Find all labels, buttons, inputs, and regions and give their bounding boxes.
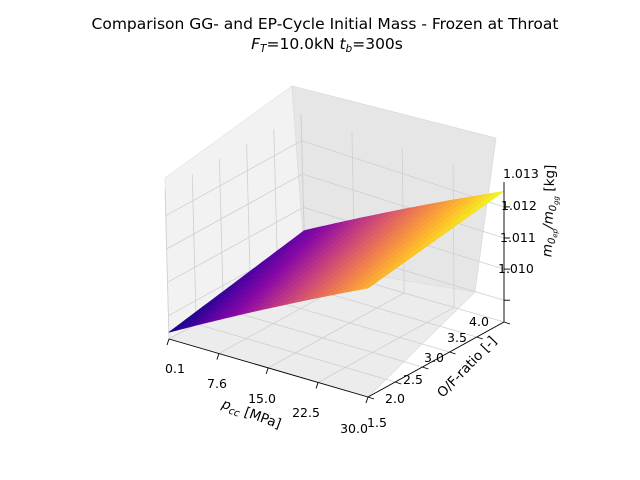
y-axis-line: [367, 321, 505, 398]
grid-line: [164, 188, 170, 340]
z-tick-label: 1.012: [501, 198, 537, 213]
grid-line: [219, 158, 224, 310]
x-tick-mark: [166, 338, 170, 346]
x-tick-label: 15.0: [248, 391, 276, 406]
grid-line: [301, 140, 505, 208]
z-axis-label-denominator: /m: [540, 211, 557, 230]
x-tick-mark: [265, 367, 269, 375]
grid-line: [166, 173, 303, 250]
surface: [168, 191, 505, 333]
grid-line: [246, 143, 251, 295]
y-tick-labels: 1.5 2.0 2.5 3.0 3.5 4.0: [367, 314, 489, 430]
z-axis-label-denominator-subscript: 0: [548, 205, 559, 212]
subtitle-thrust-value: =10.0kN: [266, 35, 339, 53]
subtitle-thrust-symbol: F: [251, 35, 261, 53]
x-axis-line: [168, 338, 369, 398]
subtitle-thrust-subscript: T: [260, 43, 268, 55]
x-tick-label: 0.1: [165, 361, 185, 376]
grid-line: [196, 323, 396, 383]
grid-line: [167, 206, 304, 283]
grid-line: [302, 173, 505, 239]
y-tick-mark: [449, 351, 456, 355]
y-tick-mark: [395, 381, 402, 385]
grid-line: [191, 173, 197, 325]
z-axis-label-numerator-subsubscript: ep: [551, 228, 559, 238]
x-tick-labels: 0.1 7.6 15.0 22.5 30.0: [165, 361, 368, 436]
y-tick-label: 4.0: [469, 314, 489, 329]
z-axis-label-denominator-subsubscript: gg: [552, 195, 560, 205]
subtitle-burntime-symbol: t: [339, 35, 346, 53]
x-tick-label: 22.5: [292, 405, 320, 420]
y-tick-label: 3.0: [424, 350, 444, 365]
y-tick-mark: [422, 366, 429, 370]
grid-line: [452, 164, 455, 308]
z-tick-label: 1.010: [498, 261, 534, 276]
z-axis-label-numerator-subscript: 0: [547, 238, 558, 245]
z-axis-label: m0ep/m0gg [kg]: [539, 164, 561, 257]
subtitle-burntime-subscript: b: [346, 43, 353, 55]
y-tick-label: 1.5: [367, 415, 387, 430]
axis-lines: [166, 182, 511, 404]
chart-subtitle: FT=10.0kN tb=300s: [251, 35, 403, 55]
subtitle-burntime-value: =300s: [352, 35, 403, 53]
y-tick-mark: [367, 396, 375, 400]
y-tick-label: 3.5: [447, 330, 467, 345]
z-axis-label-numerator: m: [539, 244, 555, 258]
chart-title: Comparison GG- and EP-Cycle Initial Mass…: [92, 15, 559, 33]
z-tick-label: 1.011: [500, 230, 536, 245]
x-tick-label: 7.6: [207, 376, 227, 391]
grid-line: [223, 308, 423, 368]
x-tick-mark: [365, 396, 369, 404]
z-axis-label-unit: [kg]: [542, 164, 559, 196]
grid-line: [317, 307, 455, 383]
y-tick-mark: [503, 321, 511, 325]
z-tick-label: 1.013: [503, 166, 539, 181]
grid-line: [165, 140, 302, 217]
z-tick-labels: 1.010 1.011 1.012 1.013: [498, 166, 539, 276]
x-axis-label-subscript: cc: [227, 406, 242, 420]
y-tick-label: 2.5: [403, 372, 423, 387]
y-tick-mark: [476, 336, 483, 340]
surface-patch: [359, 281, 377, 290]
x-tick-mark: [315, 382, 319, 389]
x-tick-mark: [216, 353, 220, 360]
x-tick-label: 30.0: [340, 421, 368, 436]
y-tick-label: 2.0: [385, 391, 405, 406]
grid-line: [267, 292, 405, 369]
